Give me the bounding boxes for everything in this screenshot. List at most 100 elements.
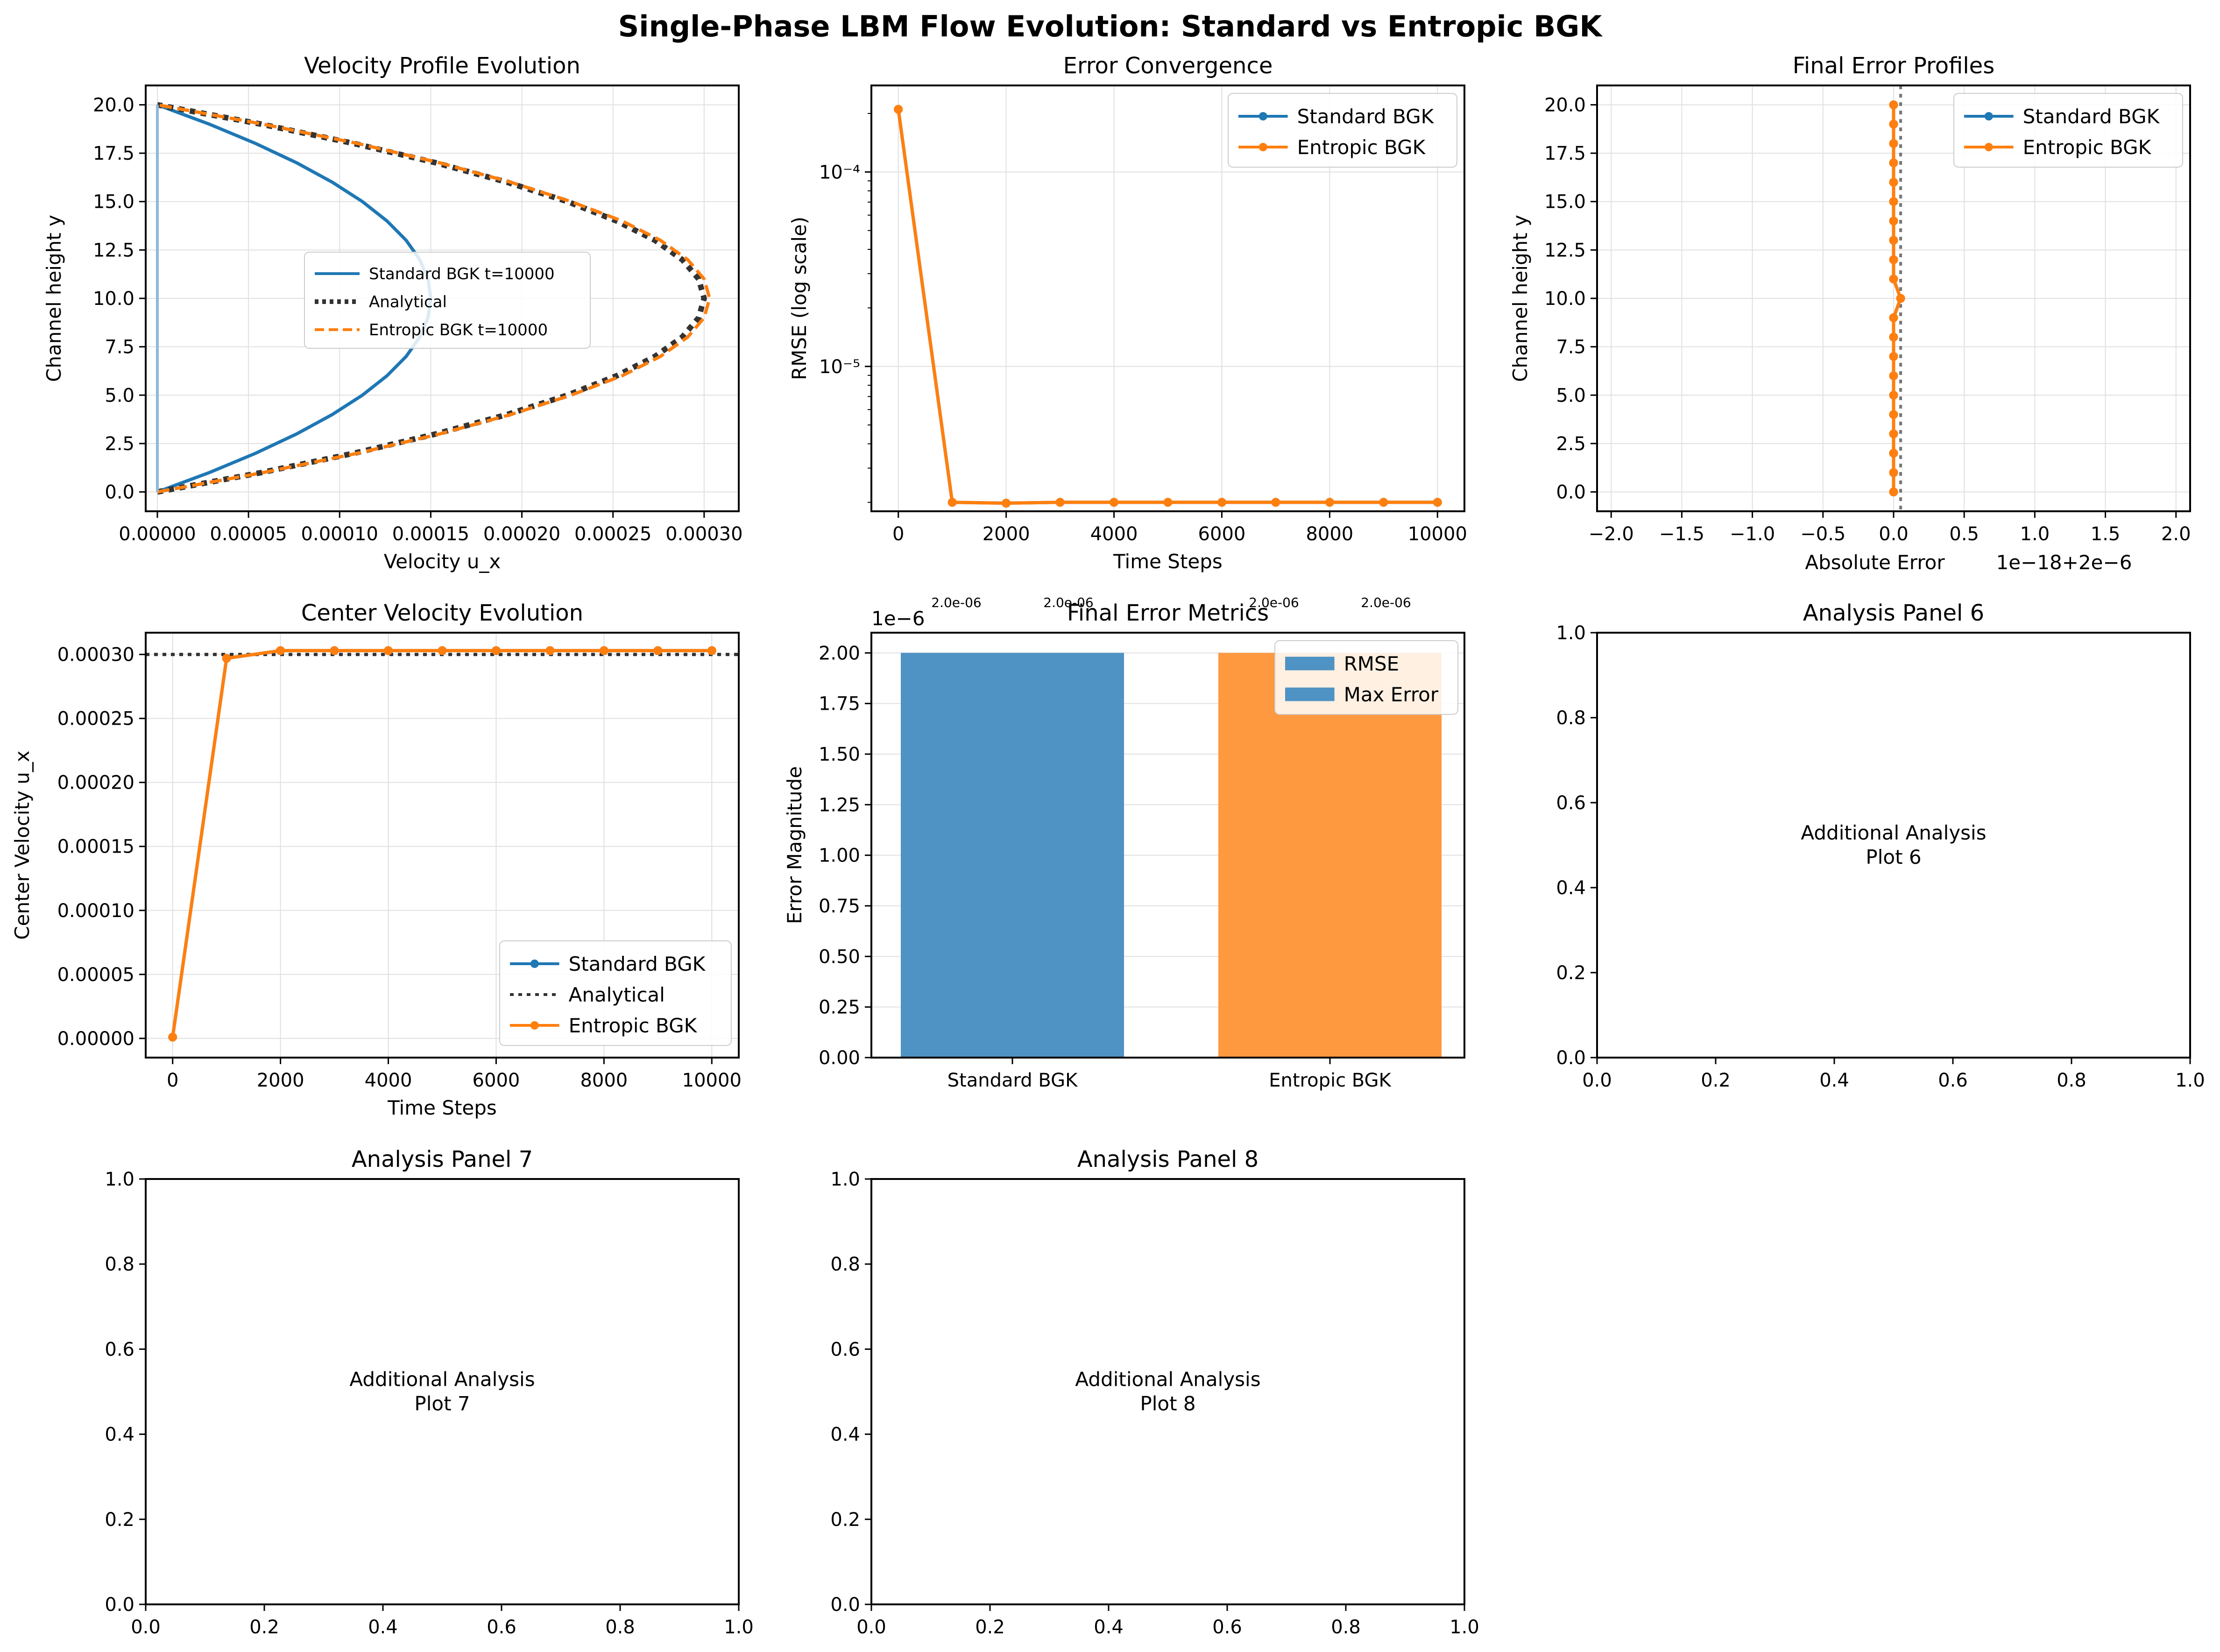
data-point: [168, 1032, 177, 1042]
data-point: [1217, 498, 1226, 507]
legend-label: Max Error: [1344, 683, 1439, 706]
axes-frame: [1596, 85, 2191, 512]
legend-label: Entropic BGK: [1297, 136, 1426, 159]
data-point: [1889, 332, 1898, 342]
legend-box: [1228, 93, 1457, 168]
y-tick-label: 0.4: [105, 1424, 134, 1446]
x-tick-label: −0.5: [1800, 523, 1845, 545]
data-point: [1889, 429, 1898, 438]
x-tick-label: 1.0: [724, 1617, 754, 1638]
data-point: [1379, 498, 1388, 507]
y-tick-label: 1.0: [1556, 622, 1586, 644]
x-tick-label: 2000: [257, 1070, 304, 1091]
x-tick-label: 0.00025: [574, 523, 651, 545]
data-point: [330, 646, 339, 655]
data-point: [653, 646, 663, 655]
y-tick-label: 5.0: [1556, 385, 1586, 406]
y-tick-label: 0.25: [819, 997, 860, 1018]
y-tick-label: 0.4: [830, 1424, 860, 1446]
data-point: [1889, 275, 1898, 283]
x-offset-text: 1e−18+2e−6: [1996, 551, 2132, 574]
data-point: [1002, 499, 1011, 508]
y-tick-label: 1.00: [819, 845, 860, 867]
x-tick-label: 1.5: [2091, 523, 2121, 545]
x-tick-label: 0.00010: [301, 523, 378, 545]
data-point: [384, 646, 393, 655]
y-tick-label: 10.0: [93, 288, 134, 310]
y-tick-label: 0.00015: [57, 836, 134, 858]
panel-7: Analysis Panel 7 0.00.0 0.2 0.2 0.4 0.4 0.6 0.6…: [105, 1146, 753, 1638]
y-tick-label: 2.5: [105, 433, 134, 455]
x-tick-label: 10000: [1408, 523, 1467, 545]
x-tick-label: 4000: [365, 1070, 412, 1091]
y-tick-label: 17.5: [93, 143, 134, 164]
data-point: [438, 646, 447, 655]
legend-marker: [1984, 112, 1993, 120]
axes-frame: [870, 1178, 1465, 1605]
y-tick-label: 0.4: [1556, 877, 1586, 899]
y-tick-label: 1.0: [830, 1169, 860, 1190]
x-tick-label: 0.8: [2057, 1070, 2086, 1091]
x-tick-label: 10000: [682, 1070, 742, 1091]
y-tick-label: 7.5: [105, 337, 134, 358]
data-point: [1163, 498, 1173, 507]
data-point: [1889, 158, 1898, 168]
legend-label: Entropic BGK: [2023, 136, 2152, 159]
x-tick-label: 0.0: [1582, 1070, 1612, 1091]
x-tick-label: 0: [167, 1070, 178, 1091]
x-axis-label: Time Steps: [1113, 550, 1223, 573]
x-tick-label: 0.4: [368, 1617, 398, 1638]
x-tick-label: 0.0: [856, 1617, 886, 1638]
x-tick-label: 6000: [1198, 523, 1246, 545]
data-point: [545, 646, 555, 655]
data-point: [1889, 410, 1898, 419]
y-tick-label: 10.0: [1544, 288, 1586, 310]
y-tick-label: 0.00020: [57, 772, 134, 794]
figure-title: Single-Phase LBM Flow Evolution: Standar…: [618, 9, 1603, 43]
x-tick-label: 0.4: [1819, 1070, 1849, 1091]
y-tick-label: 1.0: [105, 1169, 134, 1190]
data-point: [599, 646, 608, 655]
x-tick-label: 0.4: [1094, 1617, 1124, 1638]
x-tick-label: Entropic BGK: [1269, 1070, 1392, 1091]
placeholder-text-line1: Additional Analysis: [349, 1368, 535, 1391]
x-tick-label: 0.00015: [392, 523, 469, 545]
legend-label: RMSE: [1344, 652, 1400, 675]
y-tick-label: 0.00025: [57, 708, 134, 730]
legend-label: Standard BGK: [569, 953, 706, 975]
data-point: [1433, 498, 1442, 507]
x-axis-label: Time Steps: [387, 1096, 497, 1119]
data-point: [1889, 139, 1898, 148]
legend-label: Analytical: [569, 983, 665, 1006]
x-tick-label: 0.2: [975, 1617, 1005, 1638]
data-point: [1889, 216, 1898, 226]
y-tick-label: 7.5: [1556, 337, 1586, 358]
y-tick-label: 17.5: [1544, 143, 1586, 164]
placeholder-text-line2: Plot 8: [1140, 1392, 1195, 1415]
legend-label: Standard BGK: [1297, 105, 1435, 128]
x-tick-label: −1.5: [1659, 523, 1704, 545]
series-line: [156, 102, 707, 495]
legend-marker: [530, 1021, 539, 1030]
y-tick-label: 0.2: [830, 1509, 860, 1531]
y-tick-label: 10⁻⁴: [819, 162, 860, 183]
panel-title: Analysis Panel 8: [1077, 1146, 1258, 1172]
legend-label: Standard BGK: [2023, 105, 2160, 128]
series-line: [157, 103, 712, 494]
y-axis-label: RMSE (log scale): [788, 217, 811, 380]
y-tick-label: 0.2: [1556, 962, 1586, 984]
legend-label: Entropic BGK t=10000: [369, 321, 548, 339]
legend-label: Standard BGK t=10000: [369, 265, 555, 283]
axes-frame: [1596, 632, 2191, 1059]
placeholder-text-line2: Plot 7: [414, 1392, 470, 1415]
axes-frame: [145, 632, 740, 1059]
bar-max-error: [1218, 653, 1442, 1058]
panel-title: Analysis Panel 7: [352, 1146, 533, 1172]
y-tick-label: 0.00010: [57, 900, 134, 922]
legend-box: [304, 252, 591, 349]
x-tick-label: 0.6: [487, 1617, 516, 1638]
data-point: [1889, 100, 1898, 109]
x-tick-label: 1.0: [2020, 523, 2050, 545]
y-tick-label: 1.25: [819, 794, 860, 816]
